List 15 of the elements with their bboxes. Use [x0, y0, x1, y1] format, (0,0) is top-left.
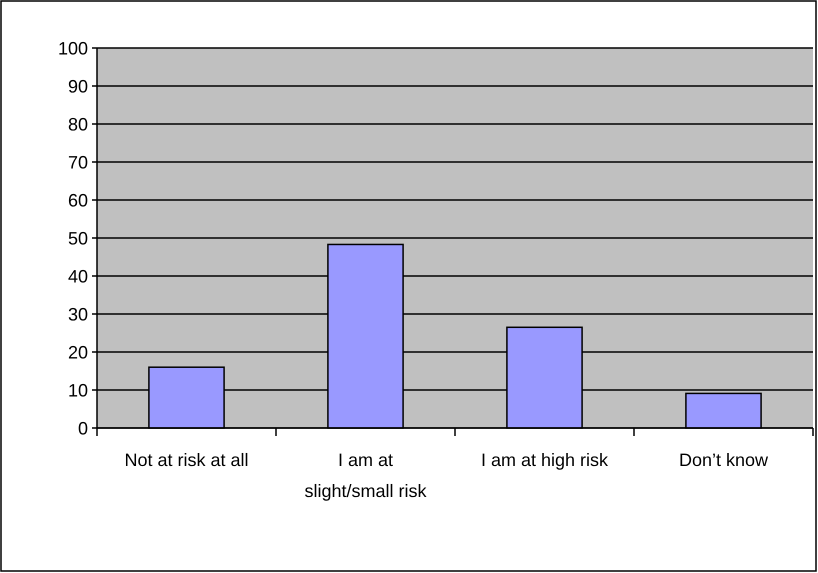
y-tick-label: 0 — [78, 418, 88, 438]
y-tick-label: 60 — [68, 190, 88, 210]
y-tick-label: 40 — [68, 266, 88, 286]
y-tick-label: 50 — [68, 228, 88, 248]
y-tick-label: 10 — [68, 380, 88, 400]
x-tick-label: Don’t know — [678, 450, 770, 470]
y-tick-label: 70 — [68, 152, 88, 172]
y-tick-label: 20 — [68, 342, 88, 362]
y-tick-label: 90 — [68, 76, 88, 96]
y-tick-label: 80 — [68, 114, 88, 134]
y-tick-label: 30 — [68, 304, 88, 324]
x-tick-label: Not at risk at all — [124, 450, 249, 470]
x-tick-label: I am at slight/small risk — [304, 450, 428, 501]
x-tick-label: I am at high risk — [480, 450, 610, 470]
y-tick-label: 100 — [58, 38, 88, 58]
